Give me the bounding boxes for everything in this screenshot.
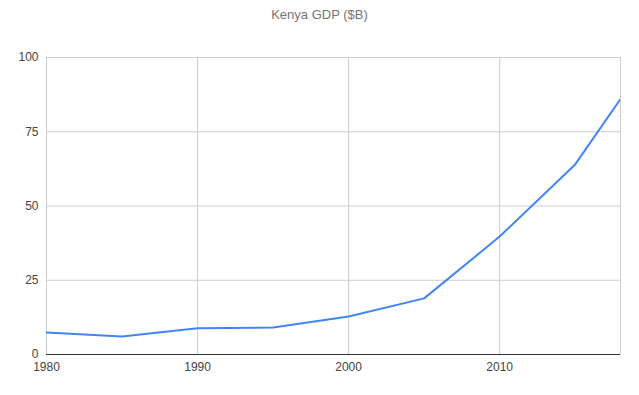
svg-text:1990: 1990 xyxy=(184,360,211,374)
svg-text:1980: 1980 xyxy=(33,360,60,374)
svg-text:0: 0 xyxy=(31,347,39,362)
svg-text:100: 100 xyxy=(18,50,38,64)
svg-text:2000: 2000 xyxy=(335,360,362,374)
svg-text:75: 75 xyxy=(25,125,39,139)
svg-text:2010: 2010 xyxy=(486,360,513,374)
svg-text:50: 50 xyxy=(25,199,39,213)
html-text:Kenya GDP ($B): Kenya GDP ($B) xyxy=(271,7,368,22)
svg-text:25: 25 xyxy=(25,273,39,287)
